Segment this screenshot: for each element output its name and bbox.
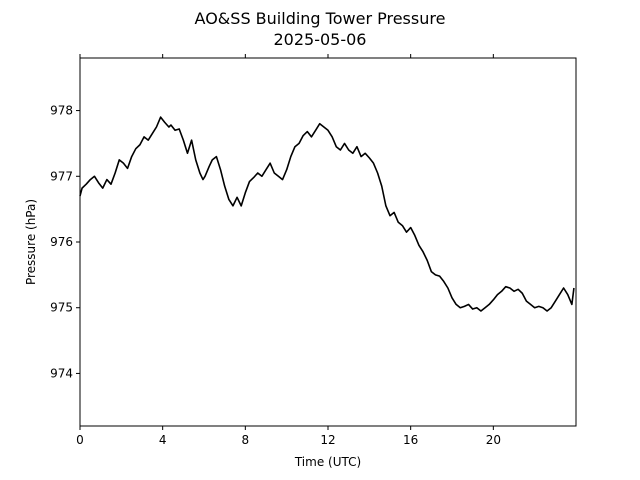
- plot-area: 0 4 8 12 16 20 974 975 976 977 978: [50, 54, 577, 447]
- y-axis-label: Pressure (hPa): [24, 199, 38, 285]
- y-tick-label: 974: [50, 366, 73, 380]
- x-tick-label: 16: [403, 433, 418, 447]
- x-tick-label: 4: [159, 433, 167, 447]
- pressure-series-line: [79, 116, 575, 312]
- y-tick-label: 976: [50, 235, 73, 249]
- y-axis: 974 975 976 977 978: [50, 104, 80, 380]
- chart-subtitle: 2025-05-06: [274, 30, 367, 49]
- x-axis: 0 4 8 12 16 20: [76, 54, 501, 447]
- y-tick-label: 977: [50, 169, 73, 183]
- x-tick-label: 20: [486, 433, 501, 447]
- x-axis-label: Time (UTC): [294, 455, 361, 469]
- y-tick-label: 975: [50, 301, 73, 315]
- chart-title: AO&SS Building Tower Pressure: [195, 9, 446, 28]
- x-tick-label: 0: [76, 433, 84, 447]
- x-tick-label: 12: [320, 433, 335, 447]
- x-tick-label: 8: [242, 433, 250, 447]
- axes-frame: [79, 57, 577, 427]
- y-tick-label: 978: [50, 104, 73, 118]
